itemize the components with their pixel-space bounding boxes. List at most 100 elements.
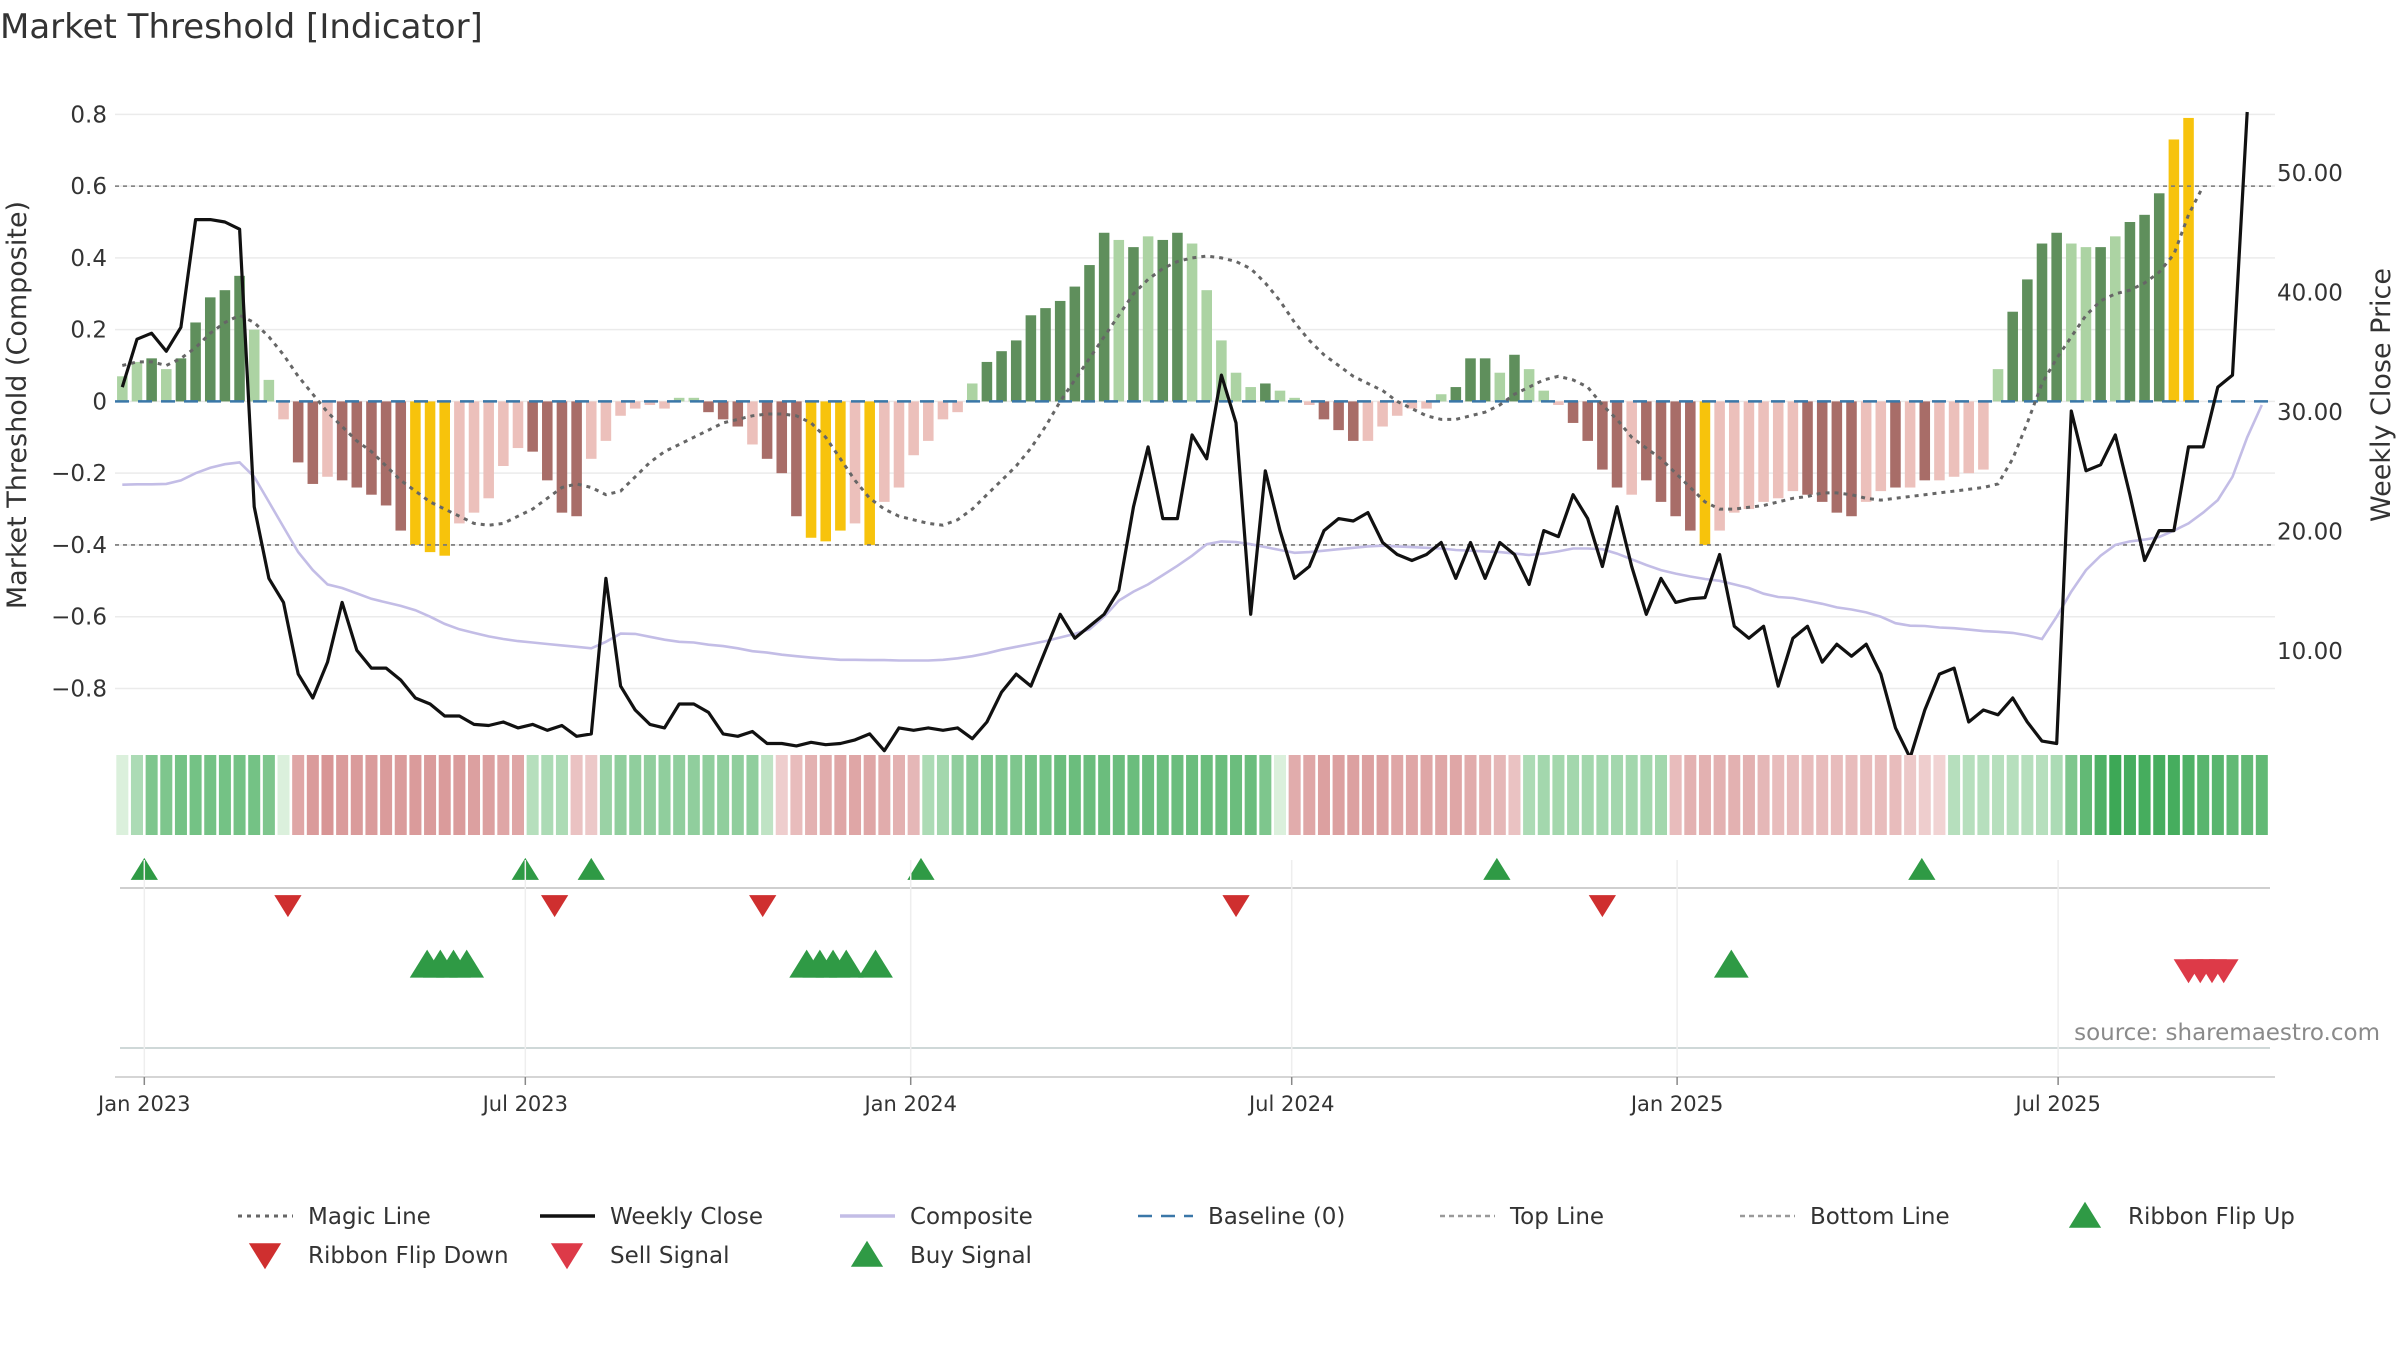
- ribbon-cell: [277, 755, 290, 835]
- ribbon-cell: [2050, 755, 2063, 835]
- composite-bar: [1274, 390, 1286, 402]
- ribbon-cell: [1361, 755, 1374, 835]
- ribbon-cell: [585, 755, 598, 835]
- composite-bar: [1685, 401, 1696, 531]
- composite-bar: [1084, 265, 1095, 402]
- ribbon-cell: [658, 755, 671, 835]
- composite-bar: [395, 401, 407, 531]
- ribbon-cell: [1039, 755, 1052, 835]
- composite-bar: [849, 401, 861, 524]
- ribbon-cell: [1625, 755, 1638, 835]
- ribbon-cell: [878, 755, 891, 835]
- composite-bar: [1890, 401, 1901, 488]
- ribbon-cell: [1860, 755, 1873, 835]
- legend-item: Bottom Line: [1740, 1204, 1950, 1230]
- composite-bar: [571, 401, 582, 517]
- composite-bar: [1553, 401, 1564, 405]
- ribbon-cell: [424, 755, 437, 835]
- sell-signal-marker: [2208, 959, 2239, 984]
- composite-bar: [1978, 401, 1989, 470]
- composite-bar: [1758, 401, 1769, 502]
- composite-bar: [1128, 247, 1139, 402]
- ribbon-cell: [1142, 755, 1155, 835]
- ribbon-flip-down-marker: [1222, 895, 1250, 918]
- composite-bar: [1318, 401, 1330, 420]
- ribbon-cell: [1830, 755, 1843, 835]
- composite-bar: [761, 401, 773, 459]
- composite-bar: [1040, 308, 1051, 402]
- composite-bar: [1772, 401, 1784, 499]
- composite-bar: [2153, 193, 2165, 402]
- ribbon-cell: [1215, 755, 1228, 835]
- legend-item: Weekly Close: [540, 1204, 763, 1230]
- legend-label: Sell Signal: [610, 1243, 730, 1269]
- signal-panel: [120, 949, 2270, 1049]
- composite-bar: [1186, 243, 1198, 402]
- composite-bar: [117, 376, 128, 402]
- ribbon-cell: [145, 755, 158, 835]
- ribbon-cell: [1273, 755, 1287, 835]
- composite-bar: [190, 322, 201, 402]
- legend-swatch-icon: [2068, 1201, 2102, 1228]
- composite-bar: [644, 401, 656, 405]
- ribbon-cell: [819, 755, 832, 835]
- ribbon-cell: [292, 755, 305, 835]
- ribbon-cell: [189, 755, 202, 835]
- composite-bar: [1728, 401, 1740, 513]
- composite-bar: [380, 401, 392, 506]
- ribbon-cell: [1479, 755, 1492, 835]
- composite-bar: [952, 401, 963, 413]
- composite-bar: [1846, 401, 1857, 517]
- composite-bar: [747, 401, 758, 445]
- composite-bar: [1714, 401, 1725, 531]
- y-tick-right: 30.00: [2277, 400, 2343, 426]
- ribbon-cell: [1068, 755, 1081, 835]
- composite-bar: [1934, 401, 1945, 481]
- composite-bar: [468, 401, 480, 513]
- ribbon-cell: [1962, 755, 1975, 835]
- composite-bar: [1743, 401, 1755, 510]
- ribbon-cell: [922, 755, 935, 835]
- legend-item: Magic Line: [238, 1204, 431, 1230]
- composite-bar: [278, 401, 289, 420]
- legend-label: Composite: [910, 1204, 1033, 1230]
- ribbon-cell: [262, 755, 275, 835]
- composite-bar: [820, 401, 831, 542]
- ribbon-cell: [453, 755, 466, 835]
- ribbon-cell: [1200, 755, 1213, 835]
- y-tick-left: 0.4: [70, 246, 107, 272]
- composite-bar: [2022, 279, 2033, 402]
- composite-bar: [1992, 369, 2004, 402]
- weekly-close-line: [120, 111, 2249, 760]
- ribbon-cell: [907, 755, 920, 835]
- composite-bar: [1142, 236, 1154, 402]
- composite-bar: [1919, 401, 1931, 481]
- composite-bar: [1948, 401, 1960, 477]
- ribbon-cell: [599, 755, 612, 835]
- ribbon-cell: [1786, 755, 1799, 835]
- ribbon-cell: [834, 755, 847, 835]
- composite-bar: [410, 401, 421, 545]
- composite-bar: [2051, 232, 2062, 402]
- ribbon-cell: [1918, 755, 1931, 835]
- ribbon-cell: [1464, 755, 1477, 835]
- composite-bar: [629, 401, 641, 409]
- ribbon-cell: [1127, 755, 1140, 835]
- y-tick-left: −0.2: [51, 461, 107, 487]
- composite-bar: [2139, 214, 2150, 402]
- legend-item: Ribbon Flip Down: [248, 1243, 509, 1270]
- y-tick-right: 50.00: [2277, 161, 2343, 187]
- ribbon-cell: [1640, 755, 1653, 835]
- ribbon-cell: [394, 755, 407, 835]
- ribbon-cell: [1259, 755, 1272, 835]
- ribbon-cell: [1405, 755, 1418, 835]
- ribbon-cell: [1801, 755, 1814, 835]
- ribbon-cell: [1757, 755, 1770, 835]
- ribbon-cell: [1024, 755, 1037, 835]
- composite-bar: [131, 361, 143, 402]
- ribbon-cell: [1347, 755, 1360, 835]
- ribbon-cell: [2094, 755, 2107, 835]
- ribbon-cell: [1112, 755, 1125, 835]
- ribbon-cell: [2153, 755, 2166, 835]
- legend-label: Bottom Line: [1810, 1204, 1950, 1230]
